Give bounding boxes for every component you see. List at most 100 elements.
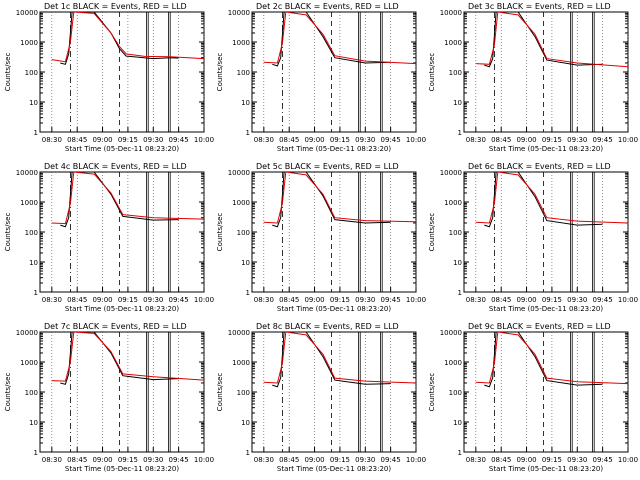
x-tick-label: 09:15 <box>330 136 350 144</box>
plot-frame <box>39 11 205 133</box>
y-tick-label: 100 <box>237 229 250 237</box>
series-lld-line <box>51 172 204 225</box>
plot-frame <box>463 11 629 133</box>
y-tick-label: 10000 <box>228 329 250 337</box>
y-axis-label: Counts/sec <box>4 213 12 252</box>
y-tick-label: 100 <box>449 69 462 77</box>
y-tick-label: 10 <box>241 259 250 267</box>
x-tick-label: 09:15 <box>118 136 138 144</box>
series-lld-line <box>263 172 416 224</box>
x-tick-label: 10:00 <box>406 456 426 464</box>
x-tick-label: 09:00 <box>516 296 536 304</box>
y-tick-label: 10000 <box>228 169 250 177</box>
series-lld-line <box>263 332 416 384</box>
y-axis-label: Counts/sec <box>428 373 436 412</box>
x-tick-label: 10:00 <box>194 136 214 144</box>
y-axis-label: Counts/sec <box>4 373 12 412</box>
y-tick-label: 1 <box>246 129 250 137</box>
series-events-line <box>484 172 603 228</box>
x-tick-label: 09:45 <box>381 456 401 464</box>
x-tick-label: 08:30 <box>466 296 486 304</box>
x-tick-label: 09:15 <box>542 296 562 304</box>
y-tick-label: 10000 <box>16 329 38 337</box>
x-tick-label: 10:00 <box>194 456 214 464</box>
y-axis-label: Counts/sec <box>4 53 12 92</box>
series-events-line <box>484 332 603 388</box>
y-tick-label: 10000 <box>16 169 38 177</box>
panel-title: Det 6c BLACK = Events, RED = LLD <box>468 162 611 171</box>
x-axis-label: Start Time (05-Dec-11 08:23:20) <box>65 465 179 473</box>
y-axis-label: Counts/sec <box>216 213 224 252</box>
series-events-line <box>60 332 179 385</box>
panel-8: Det 8c BLACK = Events, RED = LLD Counts/s… <box>216 322 426 473</box>
x-tick-label: 09:15 <box>542 456 562 464</box>
y-tick-label: 1 <box>246 289 250 297</box>
series-events-line <box>272 332 391 388</box>
panel-title: Det 9c BLACK = Events, RED = LLD <box>468 322 611 331</box>
y-tick-label: 10000 <box>440 9 462 17</box>
x-axis-label: Start Time (05-Dec-11 08:23:20) <box>277 145 391 153</box>
x-tick-label: 08:30 <box>42 136 62 144</box>
series-lld-line <box>475 332 628 385</box>
y-tick-label: 1000 <box>444 359 462 367</box>
y-tick-label: 1000 <box>20 199 38 207</box>
panel-9: Det 9c BLACK = Events, RED = LLD Counts/s… <box>428 322 638 473</box>
series-lld-line <box>51 332 204 382</box>
y-tick-label: 10 <box>29 259 38 267</box>
x-tick-label: 10:00 <box>618 456 638 464</box>
y-tick-label: 10000 <box>16 9 38 17</box>
x-tick-label: 08:30 <box>42 456 62 464</box>
y-tick-label: 10 <box>453 99 462 107</box>
x-tick-label: 09:15 <box>118 296 138 304</box>
series-events-line <box>484 12 603 68</box>
x-tick-label: 08:30 <box>254 456 274 464</box>
panel-5: Det 5c BLACK = Events, RED = LLD Counts/s… <box>216 162 426 313</box>
panel-title: Det 7c BLACK = Events, RED = LLD <box>44 322 187 331</box>
panel-title: Det 2c BLACK = Events, RED = LLD <box>256 2 399 11</box>
y-tick-label: 1 <box>458 449 462 457</box>
x-tick-label: 09:00 <box>304 296 324 304</box>
y-tick-label: 1000 <box>232 199 250 207</box>
x-tick-label: 09:15 <box>330 296 350 304</box>
x-axis-label: Start Time (05-Dec-11 08:23:20) <box>489 145 603 153</box>
y-tick-label: 10000 <box>440 329 462 337</box>
x-tick-label: 09:30 <box>567 136 587 144</box>
y-axis-label: Counts/sec <box>216 373 224 412</box>
x-tick-label: 08:45 <box>491 456 511 464</box>
y-tick-label: 1000 <box>444 39 462 47</box>
panel-7: Det 7c BLACK = Events, RED = LLD Counts/s… <box>4 322 214 473</box>
x-tick-label: 09:15 <box>542 136 562 144</box>
y-tick-label: 10000 <box>228 9 250 17</box>
x-tick-label: 09:00 <box>304 456 324 464</box>
plot-frame <box>463 171 629 293</box>
series-events-line <box>272 12 391 67</box>
panel-2: Det 2c BLACK = Events, RED = LLD Counts/s… <box>216 2 426 153</box>
plot-frame <box>251 331 417 453</box>
x-tick-label: 09:15 <box>330 456 350 464</box>
y-tick-label: 1 <box>458 289 462 297</box>
y-tick-label: 1000 <box>20 39 38 47</box>
x-tick-label: 09:45 <box>381 296 401 304</box>
panel-4: Det 4c BLACK = Events, RED = LLD Counts/s… <box>4 162 214 313</box>
series-lld-line <box>51 12 204 63</box>
x-axis-label: Start Time (05-Dec-11 08:23:20) <box>489 305 603 313</box>
x-tick-label: 09:30 <box>143 296 163 304</box>
x-tick-label: 09:15 <box>118 456 138 464</box>
panel-title: Det 8c BLACK = Events, RED = LLD <box>256 322 399 331</box>
x-tick-label: 08:45 <box>279 136 299 144</box>
y-tick-label: 100 <box>237 389 250 397</box>
y-tick-label: 1000 <box>232 359 250 367</box>
x-tick-label: 09:30 <box>143 456 163 464</box>
plot-frame <box>39 171 205 293</box>
series-lld-line <box>475 12 628 68</box>
series-events-line <box>60 172 179 228</box>
series-lld-line <box>263 12 416 65</box>
x-tick-label: 09:30 <box>355 296 375 304</box>
y-tick-label: 1 <box>458 129 462 137</box>
y-tick-label: 10 <box>241 99 250 107</box>
x-axis-label: Start Time (05-Dec-11 08:23:20) <box>489 465 603 473</box>
x-tick-label: 09:45 <box>169 456 189 464</box>
plot-frame <box>39 331 205 453</box>
y-tick-label: 100 <box>25 69 38 77</box>
